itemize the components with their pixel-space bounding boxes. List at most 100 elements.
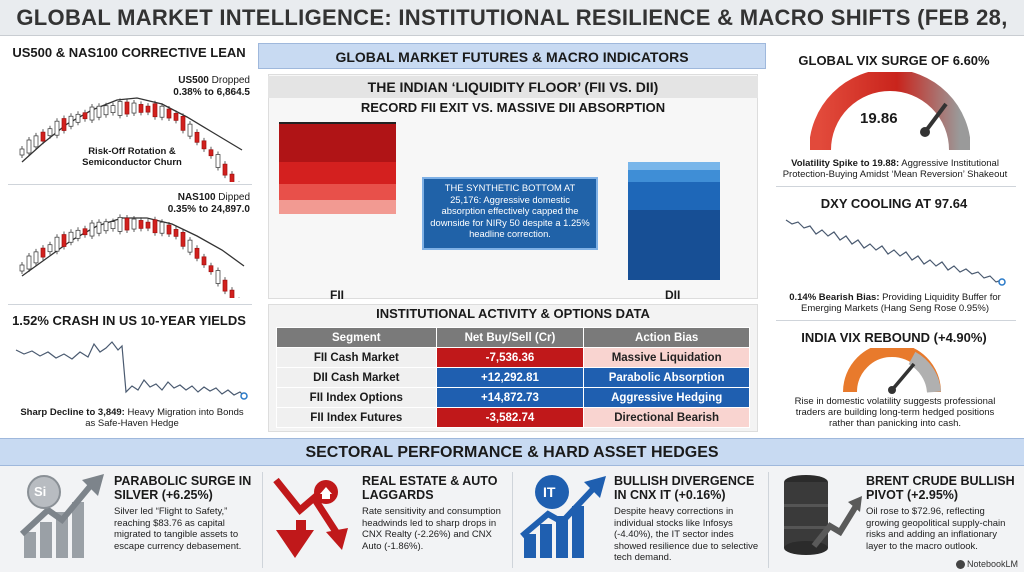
candle-body xyxy=(229,173,235,182)
candle-body xyxy=(131,102,137,114)
candle-body xyxy=(201,256,207,266)
candle-body xyxy=(33,135,39,148)
candle-body xyxy=(138,220,144,229)
center-header: GLOBAL MARKET FUTURES & MACRO INDICATORS xyxy=(258,43,766,69)
candle-body xyxy=(180,231,186,247)
us-indices-title: US500 & NAS100 CORRECTIVE LEAN xyxy=(12,45,246,60)
silver-icon-text: Si xyxy=(34,484,47,499)
brand-name: NotebookLM xyxy=(966,558,1018,569)
candle-body xyxy=(26,255,32,270)
it-title: BULLISH DIVERGENCE IN CNX IT (+0.16%) xyxy=(614,474,755,502)
candle-body xyxy=(208,149,214,157)
us500-chart xyxy=(19,97,243,182)
candle-body xyxy=(82,112,88,120)
table-row: FII Index Futures -3,582.74 Directional Be… xyxy=(276,407,750,428)
candle-body xyxy=(117,101,123,116)
candle-body xyxy=(166,108,172,119)
liquidity-floor-subtitle: RECORD FII EXIT VS. MASSIVE DII ABSORPTI… xyxy=(360,100,666,115)
sector-divider-3 xyxy=(768,472,769,568)
sector-divider-2 xyxy=(512,472,513,568)
oil-barrel-icon xyxy=(784,475,862,555)
cell-net: -3,582.74 xyxy=(435,407,585,428)
cell-segment: DII Cash Market xyxy=(276,367,437,388)
candle-body xyxy=(166,224,172,235)
vix-gauge xyxy=(810,72,970,151)
candle-body xyxy=(131,218,137,230)
page-title: GLOBAL MARKET INTELLIGENCE: INSTITUTIONA… xyxy=(0,0,1024,66)
nas100-text: Dipped xyxy=(215,192,250,203)
candle-body xyxy=(194,247,200,259)
candle-body xyxy=(19,148,25,156)
candle-body xyxy=(180,115,186,131)
vix-note: Volatility Spike to 19.88: Aggressive In… xyxy=(778,158,1012,180)
yield-title: 1.52% CRASH IN US 10-YEAR YIELDS xyxy=(12,313,246,328)
candle-body xyxy=(208,265,214,273)
yield-bold: Sharp Decline to 3,849: xyxy=(20,407,125,418)
candle-body xyxy=(103,105,109,116)
dxy-title: DXY COOLING AT 97.64 xyxy=(820,196,968,211)
india-vix-gauge xyxy=(843,348,941,394)
fii-label: FII xyxy=(330,288,344,302)
candle-body xyxy=(138,104,144,113)
fii-bar xyxy=(279,122,396,214)
candle-body xyxy=(229,289,235,298)
nas100-value: 0.35% to 24,897.0 xyxy=(167,204,250,215)
candle-body xyxy=(145,221,151,229)
dxy-note: 0.14% Bearish Bias: Providing Liquidity … xyxy=(778,292,1012,314)
candle-body xyxy=(215,154,221,168)
candle-body xyxy=(47,244,53,253)
col-net: Net Buy/Sell (Cr) xyxy=(435,327,585,348)
crude-body: Oil rose to $72.96, reflecting growing g… xyxy=(866,506,1006,552)
candle-body xyxy=(61,234,67,247)
dxy-bold: 0.14% Bearish Bias: xyxy=(789,292,880,303)
synthetic-bottom-callout: THE SYNTHETIC BOTTOM AT 25,176: Aggressi… xyxy=(422,177,598,250)
vix-title: GLOBAL VIX SURGE OF 6.60% xyxy=(798,53,990,68)
candle-body xyxy=(33,251,39,264)
yield-text: Heavy Migration into Bonds as Safe-Haven… xyxy=(85,407,244,429)
candle-body xyxy=(19,264,25,272)
silver-growth-icon xyxy=(19,474,104,558)
cell-net: +14,872.73 xyxy=(435,387,585,408)
candle-body xyxy=(82,228,88,236)
options-table-title: INSTITUTIONAL ACTIVITY & OPTIONS DATA xyxy=(376,306,650,321)
it-icon-text: IT xyxy=(543,484,556,500)
cell-net: -7,536.36 xyxy=(435,347,585,368)
cell-net: +12,292.81 xyxy=(435,367,585,388)
candle-body xyxy=(124,217,130,231)
candle-body xyxy=(173,113,179,121)
india-vix-title: INDIA VIX REBOUND (+4.90%) xyxy=(801,330,987,345)
cell-segment: FII Cash Market xyxy=(276,347,437,368)
candle-body xyxy=(110,105,116,113)
real-estate-body: Rate sensitivity and consumption headwin… xyxy=(362,506,501,552)
left-divider-2 xyxy=(8,304,252,305)
candle-body xyxy=(187,123,193,137)
dxy-chart xyxy=(785,219,1006,286)
silver-title: PARABOLIC SURGE IN SILVER (+6.25%) xyxy=(114,474,252,502)
candle-body xyxy=(117,217,123,232)
candle-body xyxy=(68,115,74,127)
silver-body: Silver led “Flight to Safety,” reaching … xyxy=(114,506,242,552)
yield-chart xyxy=(15,341,248,400)
candle-body xyxy=(222,163,228,176)
real-estate-title: REAL ESTATE & AUTO LAGGARDS xyxy=(362,474,498,502)
candle-body xyxy=(61,118,67,131)
candle-body xyxy=(110,221,116,229)
candle-body xyxy=(75,113,81,123)
candle-body xyxy=(152,219,158,234)
candle-body xyxy=(124,101,130,115)
cell-bias: Massive Liquidation xyxy=(583,347,750,368)
candle-body xyxy=(89,222,95,237)
brand-watermark: NotebookLM xyxy=(955,558,1018,569)
nas100-label: NAS100 xyxy=(177,192,216,203)
candle-body xyxy=(173,229,179,237)
institutional-activity-table: Segment Net Buy/Sell (Cr) Action Bias FI… xyxy=(276,327,750,428)
us500-label: US500 xyxy=(178,75,209,86)
sector-header: SECTORAL PERFORMANCE & HARD ASSET HEDGES xyxy=(0,438,1024,466)
cell-segment: FII Index Futures xyxy=(276,407,437,428)
real-estate-decline-icon xyxy=(273,477,348,558)
table-row: FII Cash Market -7,536.36 Massive Liquidat… xyxy=(276,347,750,368)
col-segment: Segment xyxy=(276,327,437,348)
candle-body xyxy=(40,131,46,142)
us500-note: Risk-Off Rotation & Semiconductor Churn xyxy=(82,146,182,168)
candle-body xyxy=(47,128,53,137)
